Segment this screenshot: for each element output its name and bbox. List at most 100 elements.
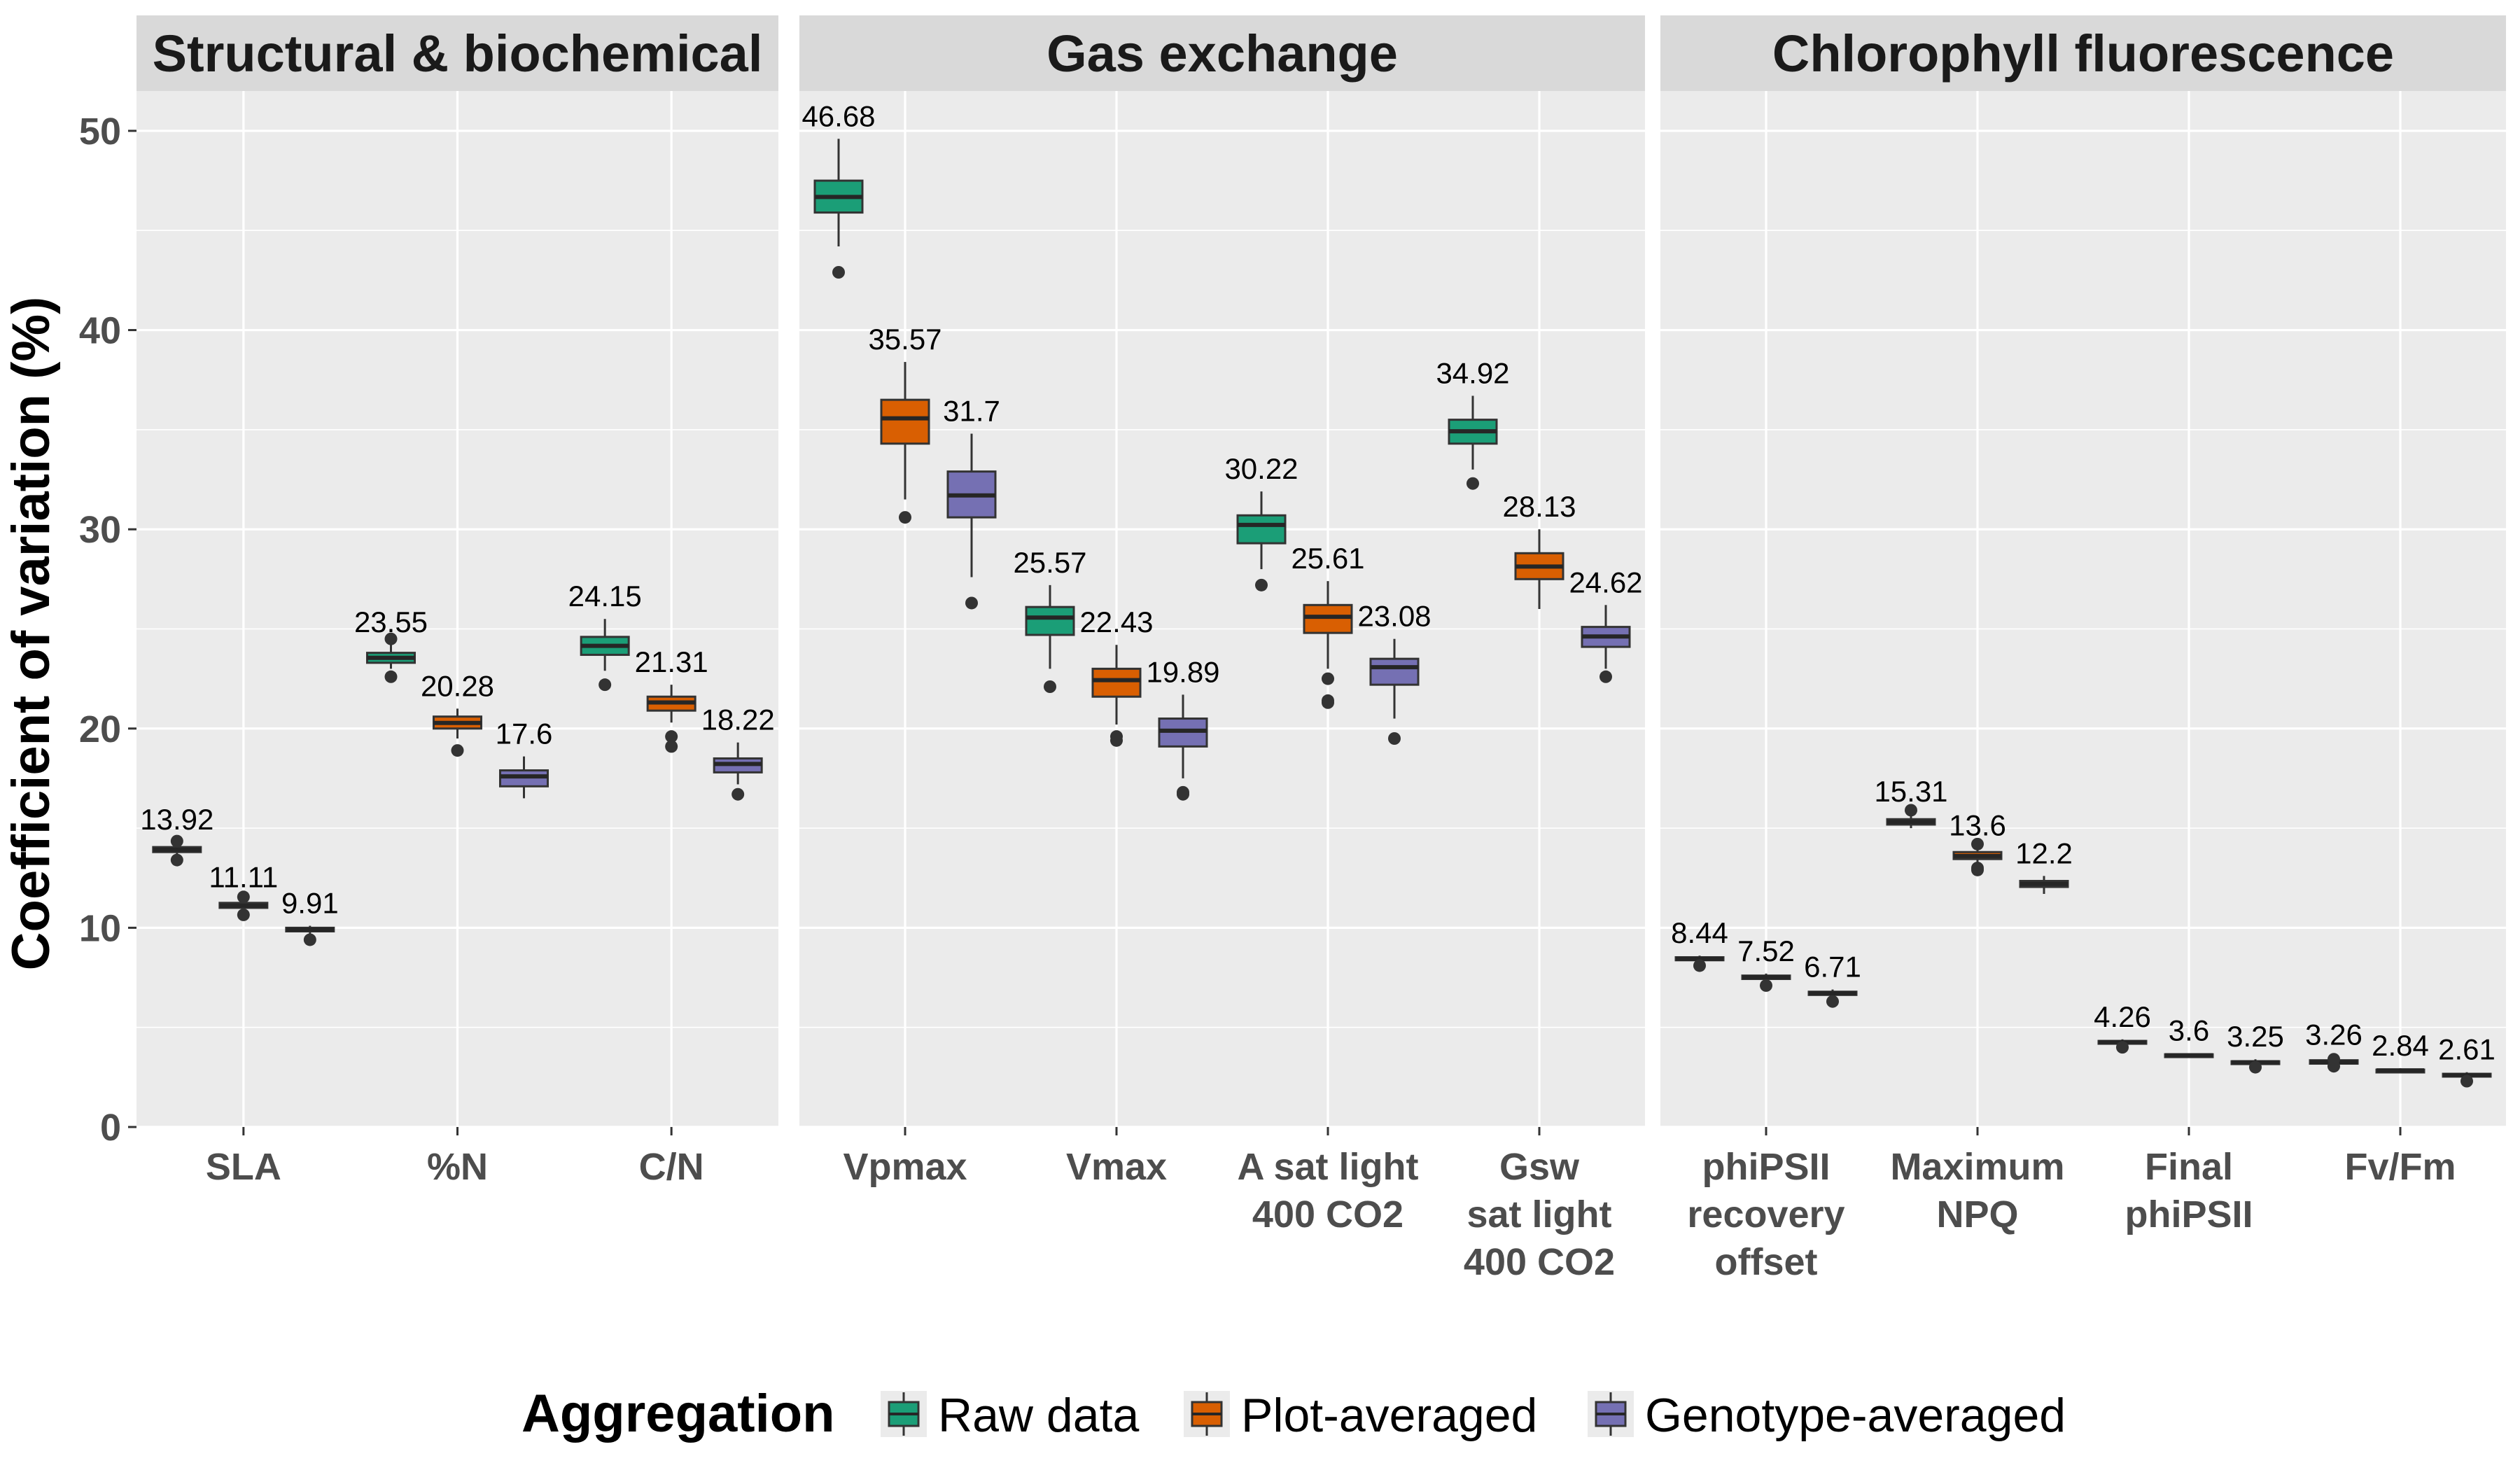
x-tick-label-line: C/N xyxy=(639,1146,704,1188)
category-group: 25.57 22.43 19.89 Vmax xyxy=(1013,546,1219,1188)
outlier-point xyxy=(965,596,978,610)
median-label: 12.2 xyxy=(2015,836,2073,869)
x-tick-label-line: 400 CO2 xyxy=(1464,1241,1615,1283)
box-genotype-averaged: 17.6 xyxy=(496,718,552,799)
median-label: 4.26 xyxy=(2094,1000,2151,1033)
box-genotype-averaged: 31.7 xyxy=(943,395,1000,610)
legend-label: Genotype-averaged xyxy=(1645,1389,2066,1442)
y-tick-label: 10 xyxy=(79,907,121,949)
box-raw-data: 15.31 xyxy=(1874,775,1948,829)
outlier-point xyxy=(1760,979,1772,992)
median-label: 24.62 xyxy=(1569,566,1642,598)
outlier-point xyxy=(237,908,250,921)
box-plot-averaged: 11.11 xyxy=(209,861,278,921)
category-group: 34.92 28.13 24.62 Gsw sat light 400 CO2 xyxy=(1436,356,1642,1283)
category-group: 13.92 11.119.91 SLA xyxy=(140,803,338,1188)
category-group: 24.15 21.31 18.22 C/N xyxy=(568,580,775,1188)
box-raw-data: 23.55 xyxy=(354,606,428,683)
median-label: 22.43 xyxy=(1079,606,1153,638)
category-group: 8.44 7.52 6.71 phiPSII recovery offset xyxy=(1671,916,1861,1283)
outlier-point xyxy=(237,890,250,904)
x-tick-label: Vmax xyxy=(1066,1146,1167,1188)
panel-title: Gas exchange xyxy=(1046,24,1398,83)
x-tick-label-line: Vpmax xyxy=(843,1146,967,1188)
outlier-point xyxy=(303,933,316,946)
panel-strip xyxy=(1660,15,2506,91)
legend-item-genotype-averaged: Genotype-averaged xyxy=(1588,1389,2066,1442)
legend-title: Aggregation xyxy=(522,1384,835,1443)
median-label: 3.26 xyxy=(2305,1018,2362,1051)
box-body xyxy=(1369,657,1420,686)
x-tick-label: Maximum NPQ xyxy=(1890,1146,2064,1236)
median-label: 11.11 xyxy=(209,861,278,894)
box-genotype-averaged: 19.89 xyxy=(1146,655,1220,801)
median-label: 2.84 xyxy=(2372,1029,2429,1062)
box-genotype-averaged: 6.71 xyxy=(1804,951,1861,1008)
box-raw-data: 46.68 xyxy=(802,99,876,279)
median-label: 46.68 xyxy=(802,99,875,132)
x-tick-label: A sat light 400 CO2 xyxy=(1237,1146,1418,1236)
box-body xyxy=(880,398,930,445)
box-plot-averaged: 2.84 xyxy=(2372,1029,2429,1074)
box-plot-averaged: 35.57 xyxy=(868,323,942,524)
box-raw-data: 4.26 xyxy=(2094,1000,2151,1054)
x-tick-label: phiPSII recovery offset xyxy=(1687,1146,1844,1283)
box-plot-averaged: 25.61 xyxy=(1291,542,1365,709)
y-tick-label: 30 xyxy=(79,509,121,551)
median-label: 2.61 xyxy=(2438,1033,2496,1066)
outlier-point xyxy=(1110,734,1123,747)
box-plot-averaged: 13.6 xyxy=(1949,809,2006,876)
x-tick-label-line: recovery xyxy=(1687,1194,1844,1236)
outlier-point xyxy=(899,511,911,524)
box-genotype-averaged: 24.62 xyxy=(1569,566,1643,683)
x-tick-label-line: Final xyxy=(2145,1146,2233,1188)
median-label: 24.15 xyxy=(568,580,642,612)
outlier-point xyxy=(1971,863,1984,876)
outlier-point xyxy=(1255,578,1268,592)
y-tick-label: 20 xyxy=(79,708,121,750)
category-group: 4.26 3.6 3.25 Final phiPSII xyxy=(2094,1000,2284,1236)
median-label: 20.28 xyxy=(421,669,494,702)
x-tick-label: C/N xyxy=(639,1146,704,1188)
box-genotype-averaged: 3.25 xyxy=(2227,1020,2284,1074)
panel-2: Gas exchange 46.68 35.57 31.7 Vpmax 25.57 22.4… xyxy=(799,15,1645,1283)
box-body xyxy=(1236,514,1287,545)
outlier-point xyxy=(384,632,398,645)
x-tick-label: Fv/Fm xyxy=(2344,1146,2456,1188)
box-plot-averaged: 20.28 xyxy=(421,669,494,757)
median-label: 13.92 xyxy=(140,803,214,836)
outlier-point xyxy=(2116,1041,2129,1054)
outlier-point xyxy=(170,853,183,867)
x-tick-label-line: offset xyxy=(1715,1241,1818,1283)
median-label: 21.31 xyxy=(635,645,708,678)
median-label: 19.89 xyxy=(1146,655,1219,688)
panel-title: Chlorophyll fluorescence xyxy=(1772,24,2394,83)
outlier-point xyxy=(1600,670,1612,683)
outlier-point xyxy=(1466,477,1479,490)
median-label: 34.92 xyxy=(1436,356,1509,389)
median-label: 25.61 xyxy=(1291,542,1364,575)
box-genotype-averaged: 18.22 xyxy=(701,704,775,801)
outlier-point xyxy=(170,834,183,848)
median-label: 8.44 xyxy=(1671,916,1728,949)
outlier-point xyxy=(1388,732,1401,745)
panel-strip xyxy=(136,15,778,91)
outlier-point xyxy=(2249,1060,2262,1074)
box-body xyxy=(1025,606,1075,636)
x-tick-label-line: %N xyxy=(427,1146,488,1188)
y-tick-label: 40 xyxy=(79,310,121,352)
outlier-point xyxy=(1322,696,1334,709)
outlier-point xyxy=(665,740,678,753)
box-raw-data: 8.44 xyxy=(1671,916,1728,972)
median-label: 18.22 xyxy=(701,704,775,736)
box-raw-data: 3.26 xyxy=(2305,1018,2362,1073)
outlier-point xyxy=(2328,1053,2340,1066)
legend-item-raw-data: Raw data xyxy=(881,1389,1139,1442)
median-label: 15.31 xyxy=(1874,775,1947,808)
outlier-point xyxy=(384,670,398,683)
legend: Aggregation Raw data Plot-averaged Genotyp… xyxy=(522,1384,2066,1443)
median-label: 35.57 xyxy=(868,323,941,356)
legend-label: Plot-averaged xyxy=(1241,1389,1537,1442)
panel-title: Structural & biochemical xyxy=(153,24,763,83)
